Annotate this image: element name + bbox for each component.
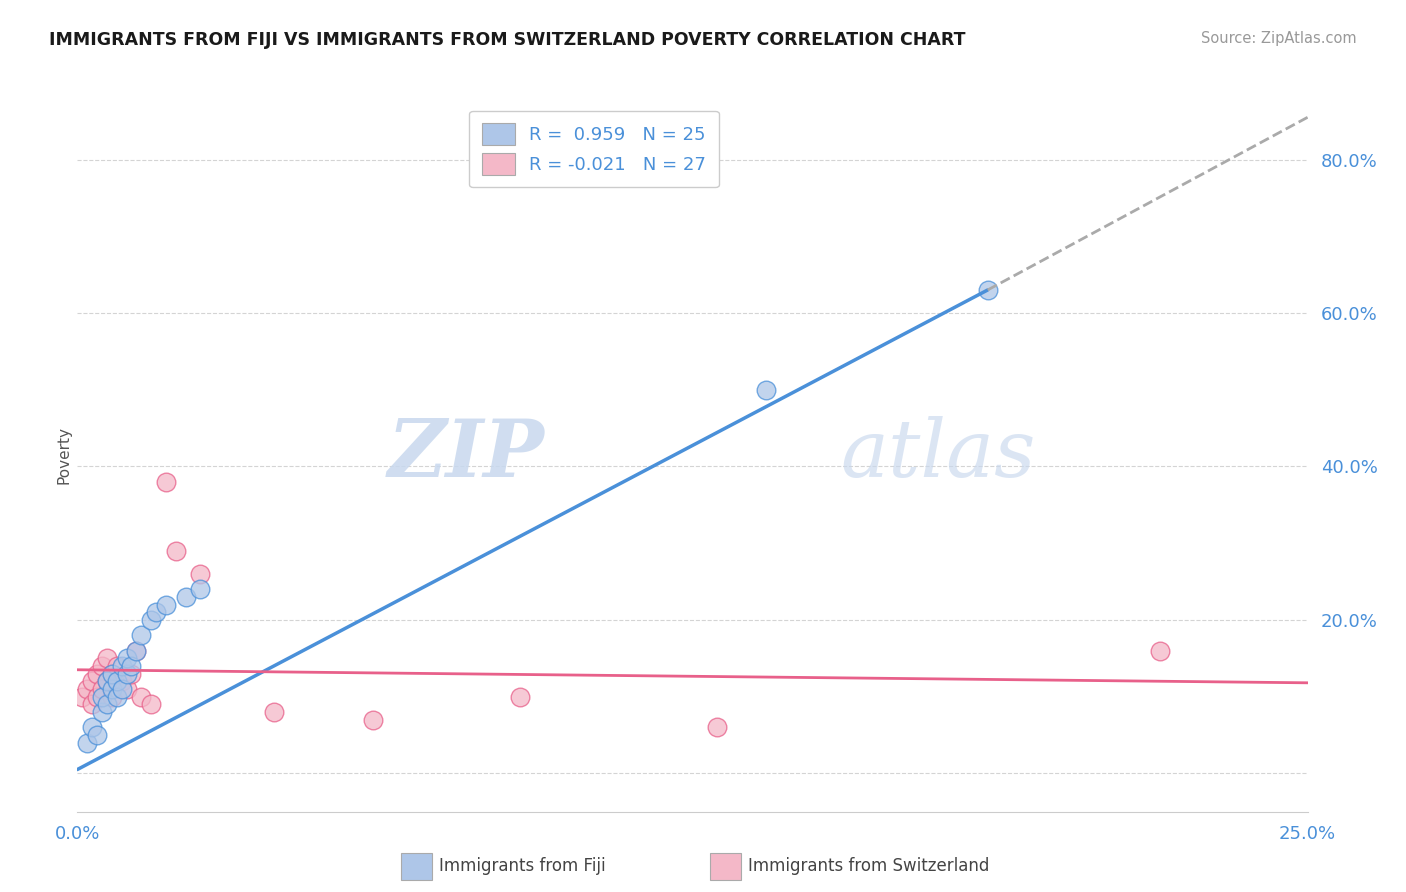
Text: Immigrants from Fiji: Immigrants from Fiji bbox=[439, 857, 606, 875]
Point bbox=[121, 666, 143, 681]
Point bbox=[115, 666, 138, 681]
Point bbox=[509, 690, 531, 704]
Point bbox=[141, 698, 163, 712]
Text: IMMIGRANTS FROM FIJI VS IMMIGRANTS FROM SWITZERLAND POVERTY CORRELATION CHART: IMMIGRANTS FROM FIJI VS IMMIGRANTS FROM … bbox=[49, 31, 966, 49]
Point bbox=[96, 674, 118, 689]
Point bbox=[90, 681, 114, 696]
Point bbox=[263, 705, 285, 719]
Point bbox=[90, 690, 114, 704]
Point bbox=[101, 690, 124, 704]
Point bbox=[101, 681, 124, 696]
Point bbox=[111, 681, 132, 696]
Point bbox=[190, 566, 212, 581]
Point bbox=[76, 736, 98, 750]
Point bbox=[105, 674, 128, 689]
Point bbox=[111, 674, 132, 689]
Point bbox=[115, 651, 138, 665]
Point bbox=[90, 659, 114, 673]
Point bbox=[111, 659, 132, 673]
Y-axis label: Poverty: Poverty bbox=[56, 425, 72, 484]
Point bbox=[155, 475, 177, 489]
Point bbox=[165, 544, 187, 558]
Point bbox=[96, 674, 118, 689]
Point bbox=[86, 666, 108, 681]
Text: atlas: atlas bbox=[841, 417, 1035, 493]
Point bbox=[105, 690, 128, 704]
Point bbox=[155, 598, 177, 612]
Point bbox=[82, 674, 104, 689]
Point bbox=[174, 590, 197, 604]
Point bbox=[82, 720, 104, 734]
Point bbox=[1149, 643, 1171, 657]
Point bbox=[86, 690, 108, 704]
Point bbox=[141, 613, 163, 627]
Point bbox=[105, 659, 128, 673]
Point bbox=[125, 643, 148, 657]
Point bbox=[361, 713, 384, 727]
Text: Source: ZipAtlas.com: Source: ZipAtlas.com bbox=[1201, 31, 1357, 46]
Point bbox=[190, 582, 212, 597]
Point bbox=[115, 681, 138, 696]
Point bbox=[86, 728, 108, 742]
Point bbox=[101, 666, 124, 681]
Point bbox=[96, 651, 118, 665]
Text: Immigrants from Switzerland: Immigrants from Switzerland bbox=[748, 857, 990, 875]
Point bbox=[101, 666, 124, 681]
Point bbox=[121, 659, 143, 673]
Point bbox=[131, 690, 153, 704]
Point bbox=[70, 690, 93, 704]
Point bbox=[125, 643, 148, 657]
Point bbox=[82, 698, 104, 712]
Point bbox=[145, 605, 167, 619]
Point bbox=[977, 283, 1000, 297]
Text: ZIP: ZIP bbox=[388, 417, 546, 493]
Point bbox=[131, 628, 153, 642]
Point bbox=[706, 720, 728, 734]
Point bbox=[76, 681, 98, 696]
Point bbox=[90, 705, 114, 719]
Point bbox=[96, 698, 118, 712]
Legend: R =  0.959   N = 25, R = -0.021   N = 27: R = 0.959 N = 25, R = -0.021 N = 27 bbox=[470, 111, 718, 187]
Point bbox=[755, 383, 778, 397]
